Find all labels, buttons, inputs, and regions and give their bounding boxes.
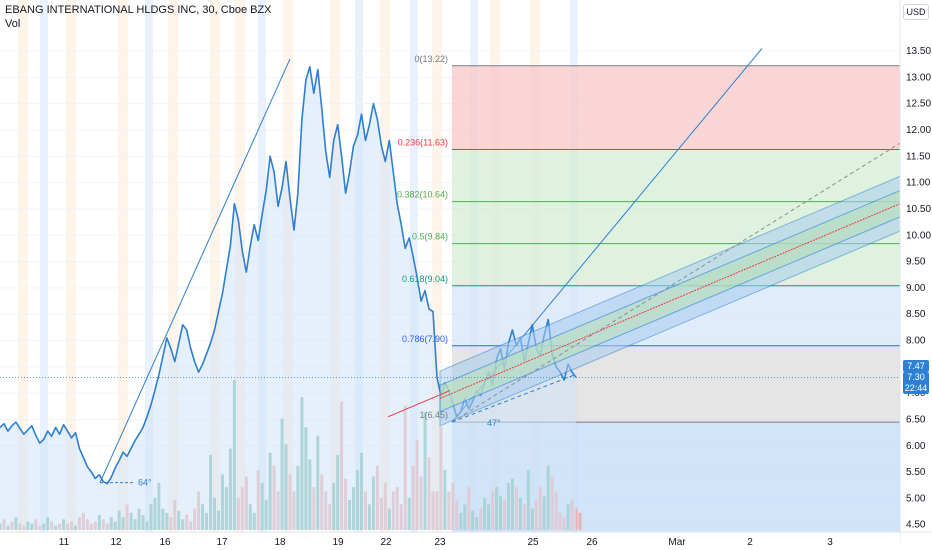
volume-legend-label: Vol [5,18,21,30]
time-axis[interactable]: 11 12 16 17 18 19 22 23 25 26 Mar 2 3 [0,531,932,550]
session-stripe [432,0,442,545]
regression-extension [387,390,451,418]
price-axis[interactable]: 13.50 13.00 12.50 12.00 11.50 11.00 10.50 10.00… [899,0,932,550]
session-stripe [168,0,178,545]
price-tick-label: 9.50 [906,257,926,268]
price-tick-label: 4.50 [906,520,926,531]
fib-level-label: 0.5(9.84) [412,232,448,242]
fib-level-label: 0(13.22) [414,54,448,64]
time-tick-label: 12 [110,537,122,548]
session-stripe [66,0,76,545]
price-tick-label: 8.00 [906,336,926,347]
current-price-badge: 7.30 22:44 [903,372,929,394]
angle-label: 47° [487,418,501,428]
angle-label: 64° [138,478,152,488]
price-tick-label: 10.00 [906,230,931,241]
dashed-projection-line [451,142,901,423]
session-stripe [210,0,220,545]
current-price-value: 7.30 [907,372,925,382]
price-tick-label: 13.00 [906,72,931,83]
price-tick-label: 10.50 [906,204,931,215]
price-axis-background [900,0,932,550]
fib-level-label: 1(6.45) [419,410,448,420]
session-stripe [40,0,48,545]
session-stripe [118,0,128,545]
price-tick-label: 5.50 [906,467,926,478]
session-stripe [18,0,28,545]
price-tick-label: 11.50 [906,151,931,162]
time-tick-label: 2 [747,537,753,548]
chart-drawings [0,48,901,484]
time-tick-label: 19 [332,537,344,548]
fib-level-label: 0.786(7.90) [402,334,448,344]
volume-bar [578,512,582,530]
currency-button[interactable]: USD [903,4,929,20]
price-tick-label: 9.00 [906,283,926,294]
time-tick-label: 22 [380,537,392,548]
price-tick-label: 8.50 [906,309,926,320]
price-tick-label: 6.00 [906,441,926,452]
time-tick-label: 18 [274,537,286,548]
price-area-fill [0,66,576,531]
price-tick-label: 6.50 [906,414,926,425]
fib-level-label: 0.618(9.04) [402,274,448,284]
last-price-badge: 7.47 [903,360,929,372]
trend-line-64deg [99,58,291,483]
time-tick-label: 25 [527,537,539,548]
time-tick-label: 26 [586,537,598,548]
fib-zone [452,65,900,150]
session-stripe [145,0,153,545]
dashed-angle-line [451,374,576,423]
time-axis-background [0,532,900,550]
price-tick-label: 5.00 [906,493,926,504]
fib-zone [452,149,900,202]
time-tick-label: 3 [827,537,833,548]
chart-title: EBANG INTERNATIONAL HLDGS INC, 30, Cboe … [5,4,272,16]
regression-midline [439,203,901,399]
bar-countdown: 22:44 [904,383,928,393]
price-tick-label: 11.00 [906,178,931,189]
price-tick-label: 13.50 [906,46,931,57]
time-tick-label: 17 [216,537,228,548]
time-tick-label: Mar [668,537,686,548]
price-tick-label: 12.50 [906,99,931,110]
fib-level-label: 0.382(10.64) [397,190,448,200]
price-tick-label: 12.00 [906,125,931,136]
time-tick-label: 23 [434,537,446,548]
fib-level-label: 0.236(11.63) [398,137,448,147]
fibonacci-labels: 0(13.22) 0.236(11.63) 0.382(10.64) 0.5(9.84… [138,54,501,488]
time-tick-label: 11 [59,537,70,548]
time-tick-label: 16 [159,537,171,548]
